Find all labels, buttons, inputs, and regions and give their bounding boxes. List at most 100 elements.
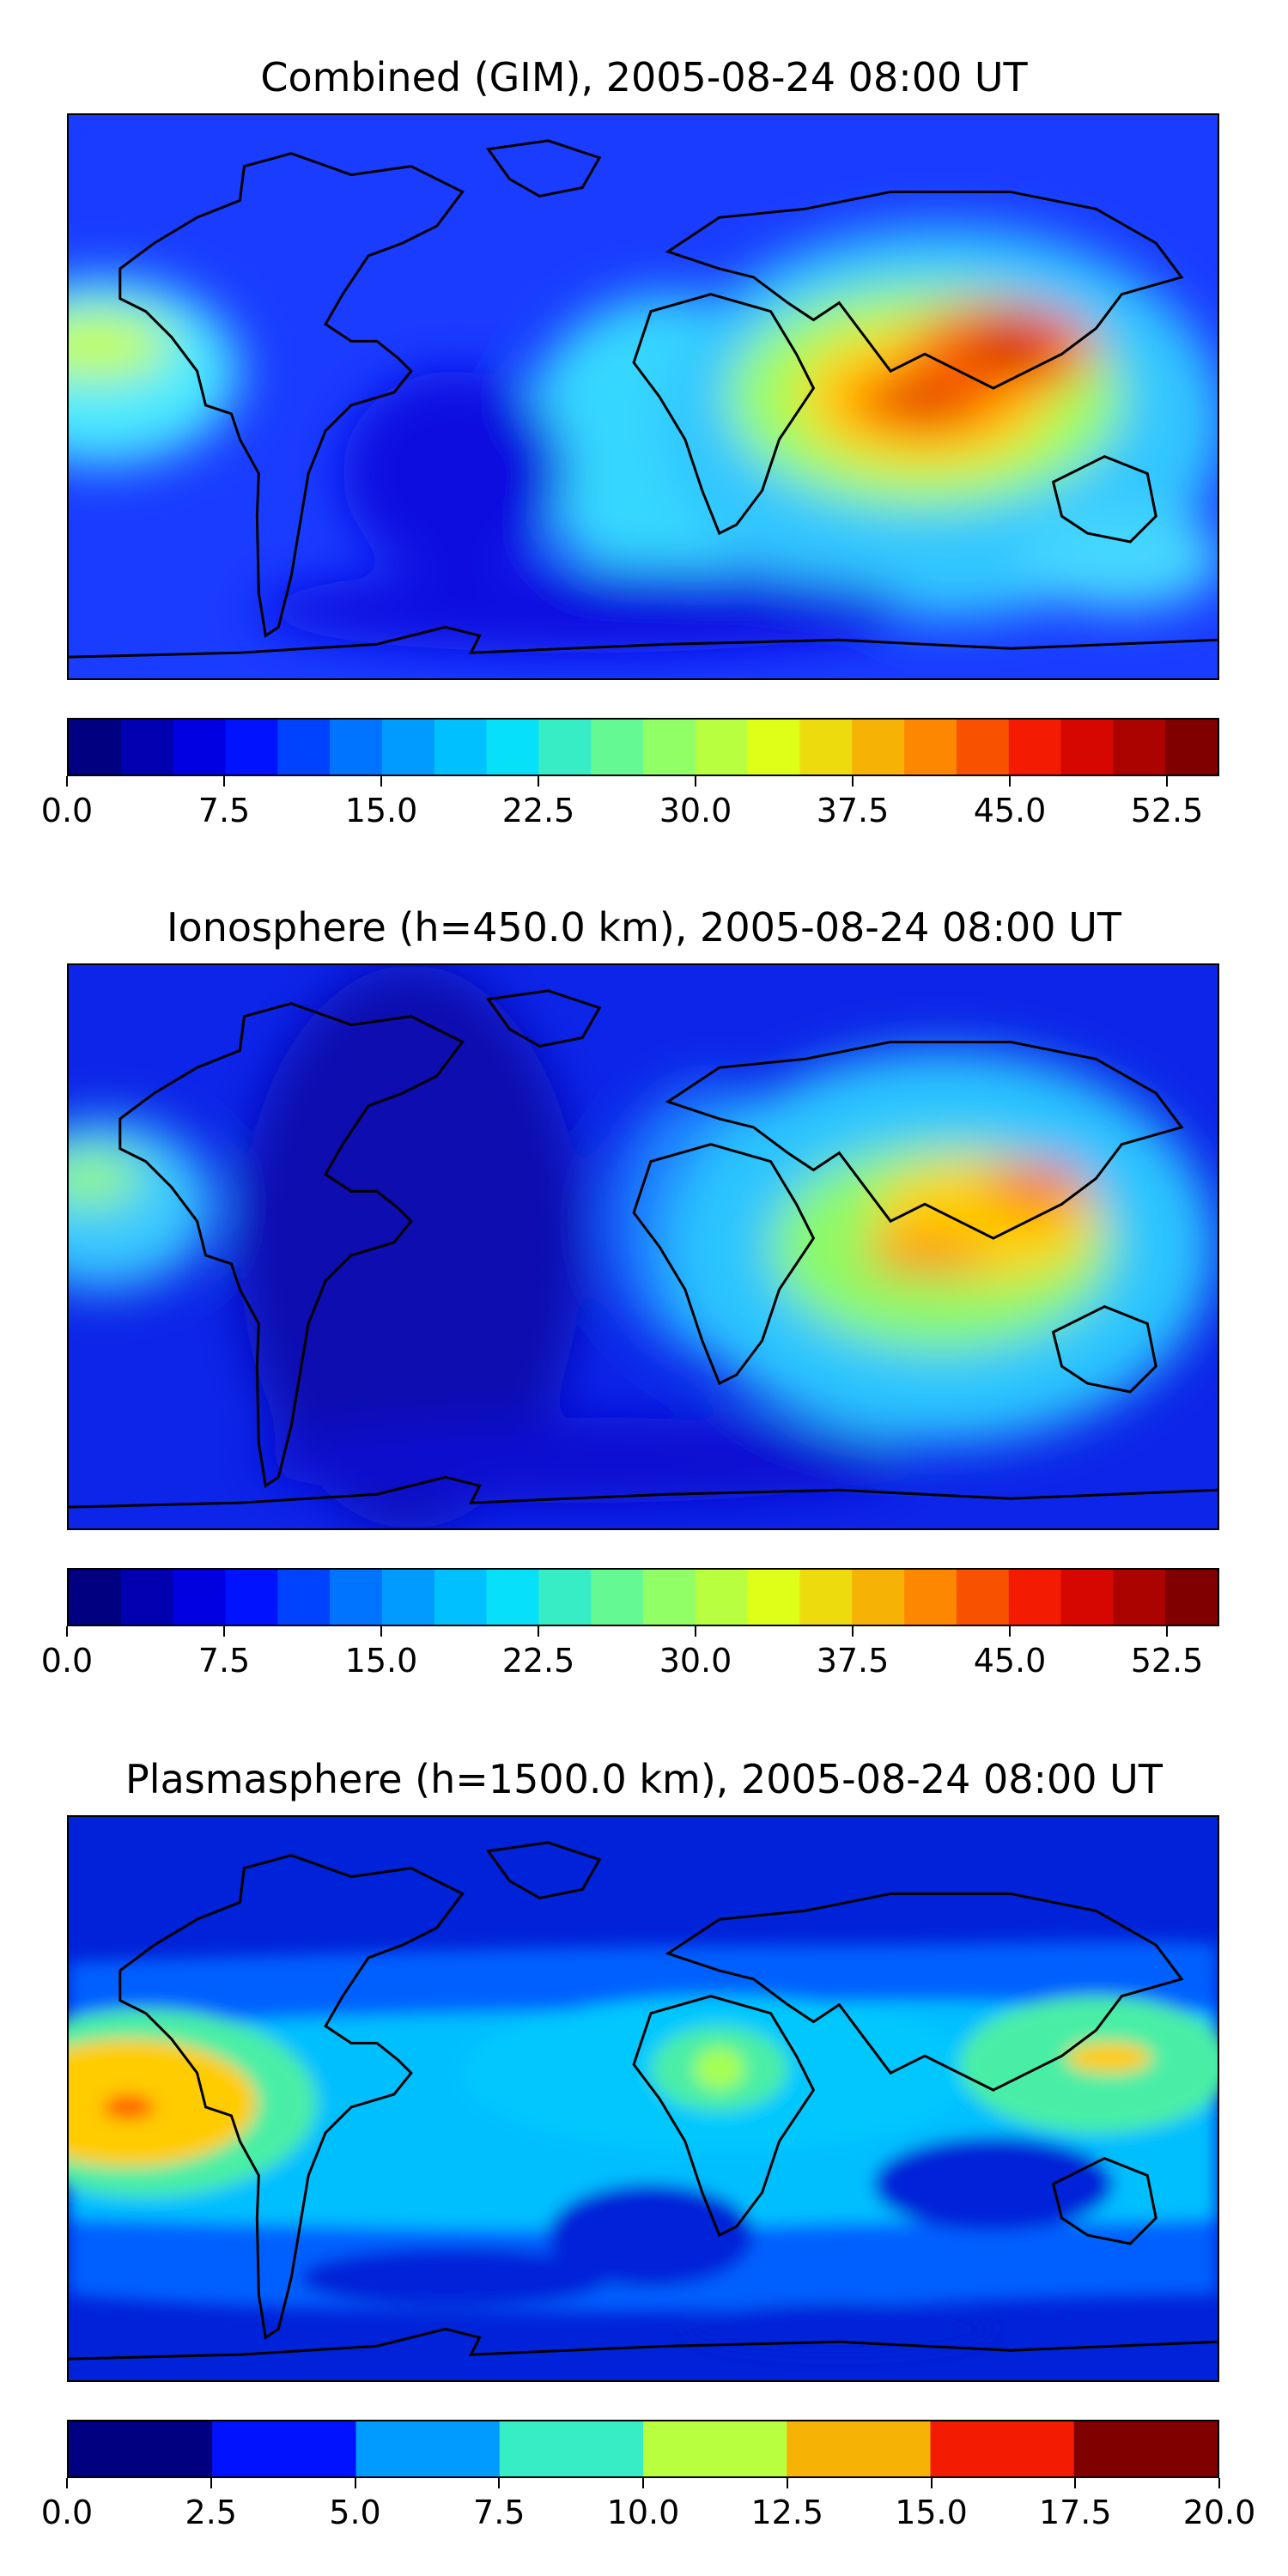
colorbar-tick-label: 30.0: [659, 1642, 732, 1680]
colorbar-bin: [1073, 2421, 1218, 2476]
colorbar-bin: [591, 720, 644, 775]
colorbar-bin: [212, 2421, 357, 2476]
plasmasphere-colorbar: [67, 2420, 1219, 2478]
colorbar-bin: [799, 720, 853, 775]
colorbar-bin: [787, 2421, 932, 2476]
colorbar-tick: [66, 2478, 68, 2488]
colorbar-bin: [486, 720, 539, 775]
colorbar-bin: [330, 720, 383, 775]
colorbar-tick-label: 7.5: [473, 2494, 526, 2531]
plasmasphere-map: [67, 1815, 1219, 2382]
colorbar-bin: [225, 720, 278, 775]
ionosphere-map-svg: [69, 965, 1218, 1528]
colorbar-bin: [225, 1570, 278, 1625]
colorbar-bin: [643, 2421, 787, 2476]
colorbar-tick-label: 37.5: [816, 1642, 890, 1680]
colorbar-bin: [434, 1570, 488, 1625]
plasmasphere-coastlines: [69, 1841, 1218, 2360]
colorbar-bin: [1060, 1570, 1114, 1625]
colorbar-bin: [747, 1570, 801, 1625]
colorbar-tick-label: 45.0: [973, 792, 1047, 829]
colorbar-tick-label: 15.0: [344, 792, 418, 829]
colorbar-bin: [591, 1570, 644, 1625]
colorbar-tick-label: 17.5: [1038, 2494, 1112, 2531]
combined-gim-title: Combined (GIM), 2005-08-24 08:00 UT: [260, 54, 1028, 100]
colorbar-tick: [1166, 776, 1168, 787]
colorbar-bin: [538, 1570, 592, 1625]
colorbar-bin: [904, 720, 957, 775]
colorbar-tick: [695, 1626, 696, 1637]
colorbar-tick-label: 10.0: [606, 2494, 680, 2531]
ionosphere-coastlines: [69, 989, 1218, 1509]
colorbar-tick-label: 15.0: [344, 1642, 418, 1680]
colorbar-tick: [380, 776, 382, 787]
colorbar-tick: [695, 776, 696, 787]
colorbar-tick: [1218, 2478, 1220, 2488]
colorbar-bin: [1165, 720, 1218, 775]
colorbar-tick-label: 5.0: [329, 2494, 381, 2531]
colorbar-tick-label: 2.5: [185, 2494, 237, 2531]
combined-colorbar: [67, 718, 1219, 776]
colorbar-tick: [1009, 1626, 1011, 1637]
combined-colorbar-svg: [69, 720, 1218, 775]
colorbar-tick-label: 12.5: [750, 2494, 824, 2531]
colorbar-tick-label: 20.0: [1182, 2494, 1256, 2531]
colorbar-tick-label: 52.5: [1130, 792, 1204, 829]
colorbar-tick: [498, 2478, 501, 2488]
colorbar-bin: [930, 2421, 1075, 2476]
colorbar-tick: [930, 2478, 933, 2488]
colorbar-bin: [643, 720, 696, 775]
colorbar-tick: [1166, 1626, 1168, 1637]
colorbar-tick: [210, 2478, 212, 2488]
colorbar-bin: [69, 720, 122, 775]
colorbar-tick-label: 45.0: [973, 1642, 1047, 1680]
ionosphere-title: Ionosphere (h=450.0 km), 2005-08-24 08:0…: [167, 904, 1121, 951]
colorbar-tick: [786, 2478, 788, 2488]
plasmasphere-colorbar-ticks: 0.0 2.5 5.0 7.5 10.0 12.5 15.0 17.5 20.0: [41, 2478, 1255, 2531]
colorbar-bin: [120, 720, 174, 775]
colorbar-bin: [1008, 1570, 1062, 1625]
ionosphere-field-blobs: [69, 965, 1217, 1528]
colorbar-tick: [1009, 776, 1011, 787]
colorbar-bin: [956, 1570, 1010, 1625]
colorbar-tick-label: 22.5: [501, 1642, 575, 1680]
colorbar-tick: [66, 1626, 68, 1637]
combined-coastlines: [69, 139, 1218, 659]
ionosphere-colorbar-svg: [69, 1570, 1218, 1625]
colorbar-bin: [1060, 720, 1114, 775]
colorbar-bin: [173, 1570, 227, 1625]
plasmasphere-map-svg: [69, 1817, 1218, 2380]
colorbar-bin: [747, 720, 801, 775]
colorbar-bin: [1113, 1570, 1166, 1625]
colorbar-tick-label: 37.5: [816, 792, 890, 829]
colorbar-bin: [381, 1570, 435, 1625]
colorbar-bin: [69, 2421, 213, 2476]
colorbar-bin: [695, 720, 749, 775]
colorbar-bin: [799, 1570, 853, 1625]
colorbar-bin: [1113, 720, 1166, 775]
colorbar-tick: [354, 2478, 356, 2488]
plasmasphere-title: Plasmasphere (h=1500.0 km), 2005-08-24 0…: [125, 1756, 1163, 1802]
colorbar-tick: [852, 1626, 854, 1637]
plasmasphere-field-blobs: [69, 1941, 1218, 2355]
colorbar-bin: [695, 1570, 749, 1625]
colorbar-tick-label: 30.0: [659, 792, 732, 829]
colorbar-tick-label: 0.0: [40, 2494, 94, 2531]
colorbar-bin: [434, 720, 488, 775]
colorbar-bin: [1008, 720, 1062, 775]
colorbar-bin: [277, 720, 331, 775]
colorbar-bin: [499, 2421, 644, 2476]
colorbar-tick: [223, 776, 225, 787]
colorbar-tick-label: 0.0: [40, 792, 94, 829]
colorbar-tick: [223, 1626, 225, 1637]
colorbar-bin: [1165, 1570, 1218, 1625]
colorbar-tick-label: 22.5: [501, 792, 575, 829]
colorbar-bin: [852, 1570, 905, 1625]
combined-gim-map-svg: [69, 115, 1218, 678]
colorbar-bin: [852, 720, 905, 775]
colorbar-tick-label: 7.5: [197, 1642, 251, 1680]
colorbar-bin: [69, 1570, 122, 1625]
colorbar-bin: [277, 1570, 331, 1625]
colorbar-tick-label: 15.0: [895, 2494, 968, 2531]
colorbar-bin: [538, 720, 592, 775]
